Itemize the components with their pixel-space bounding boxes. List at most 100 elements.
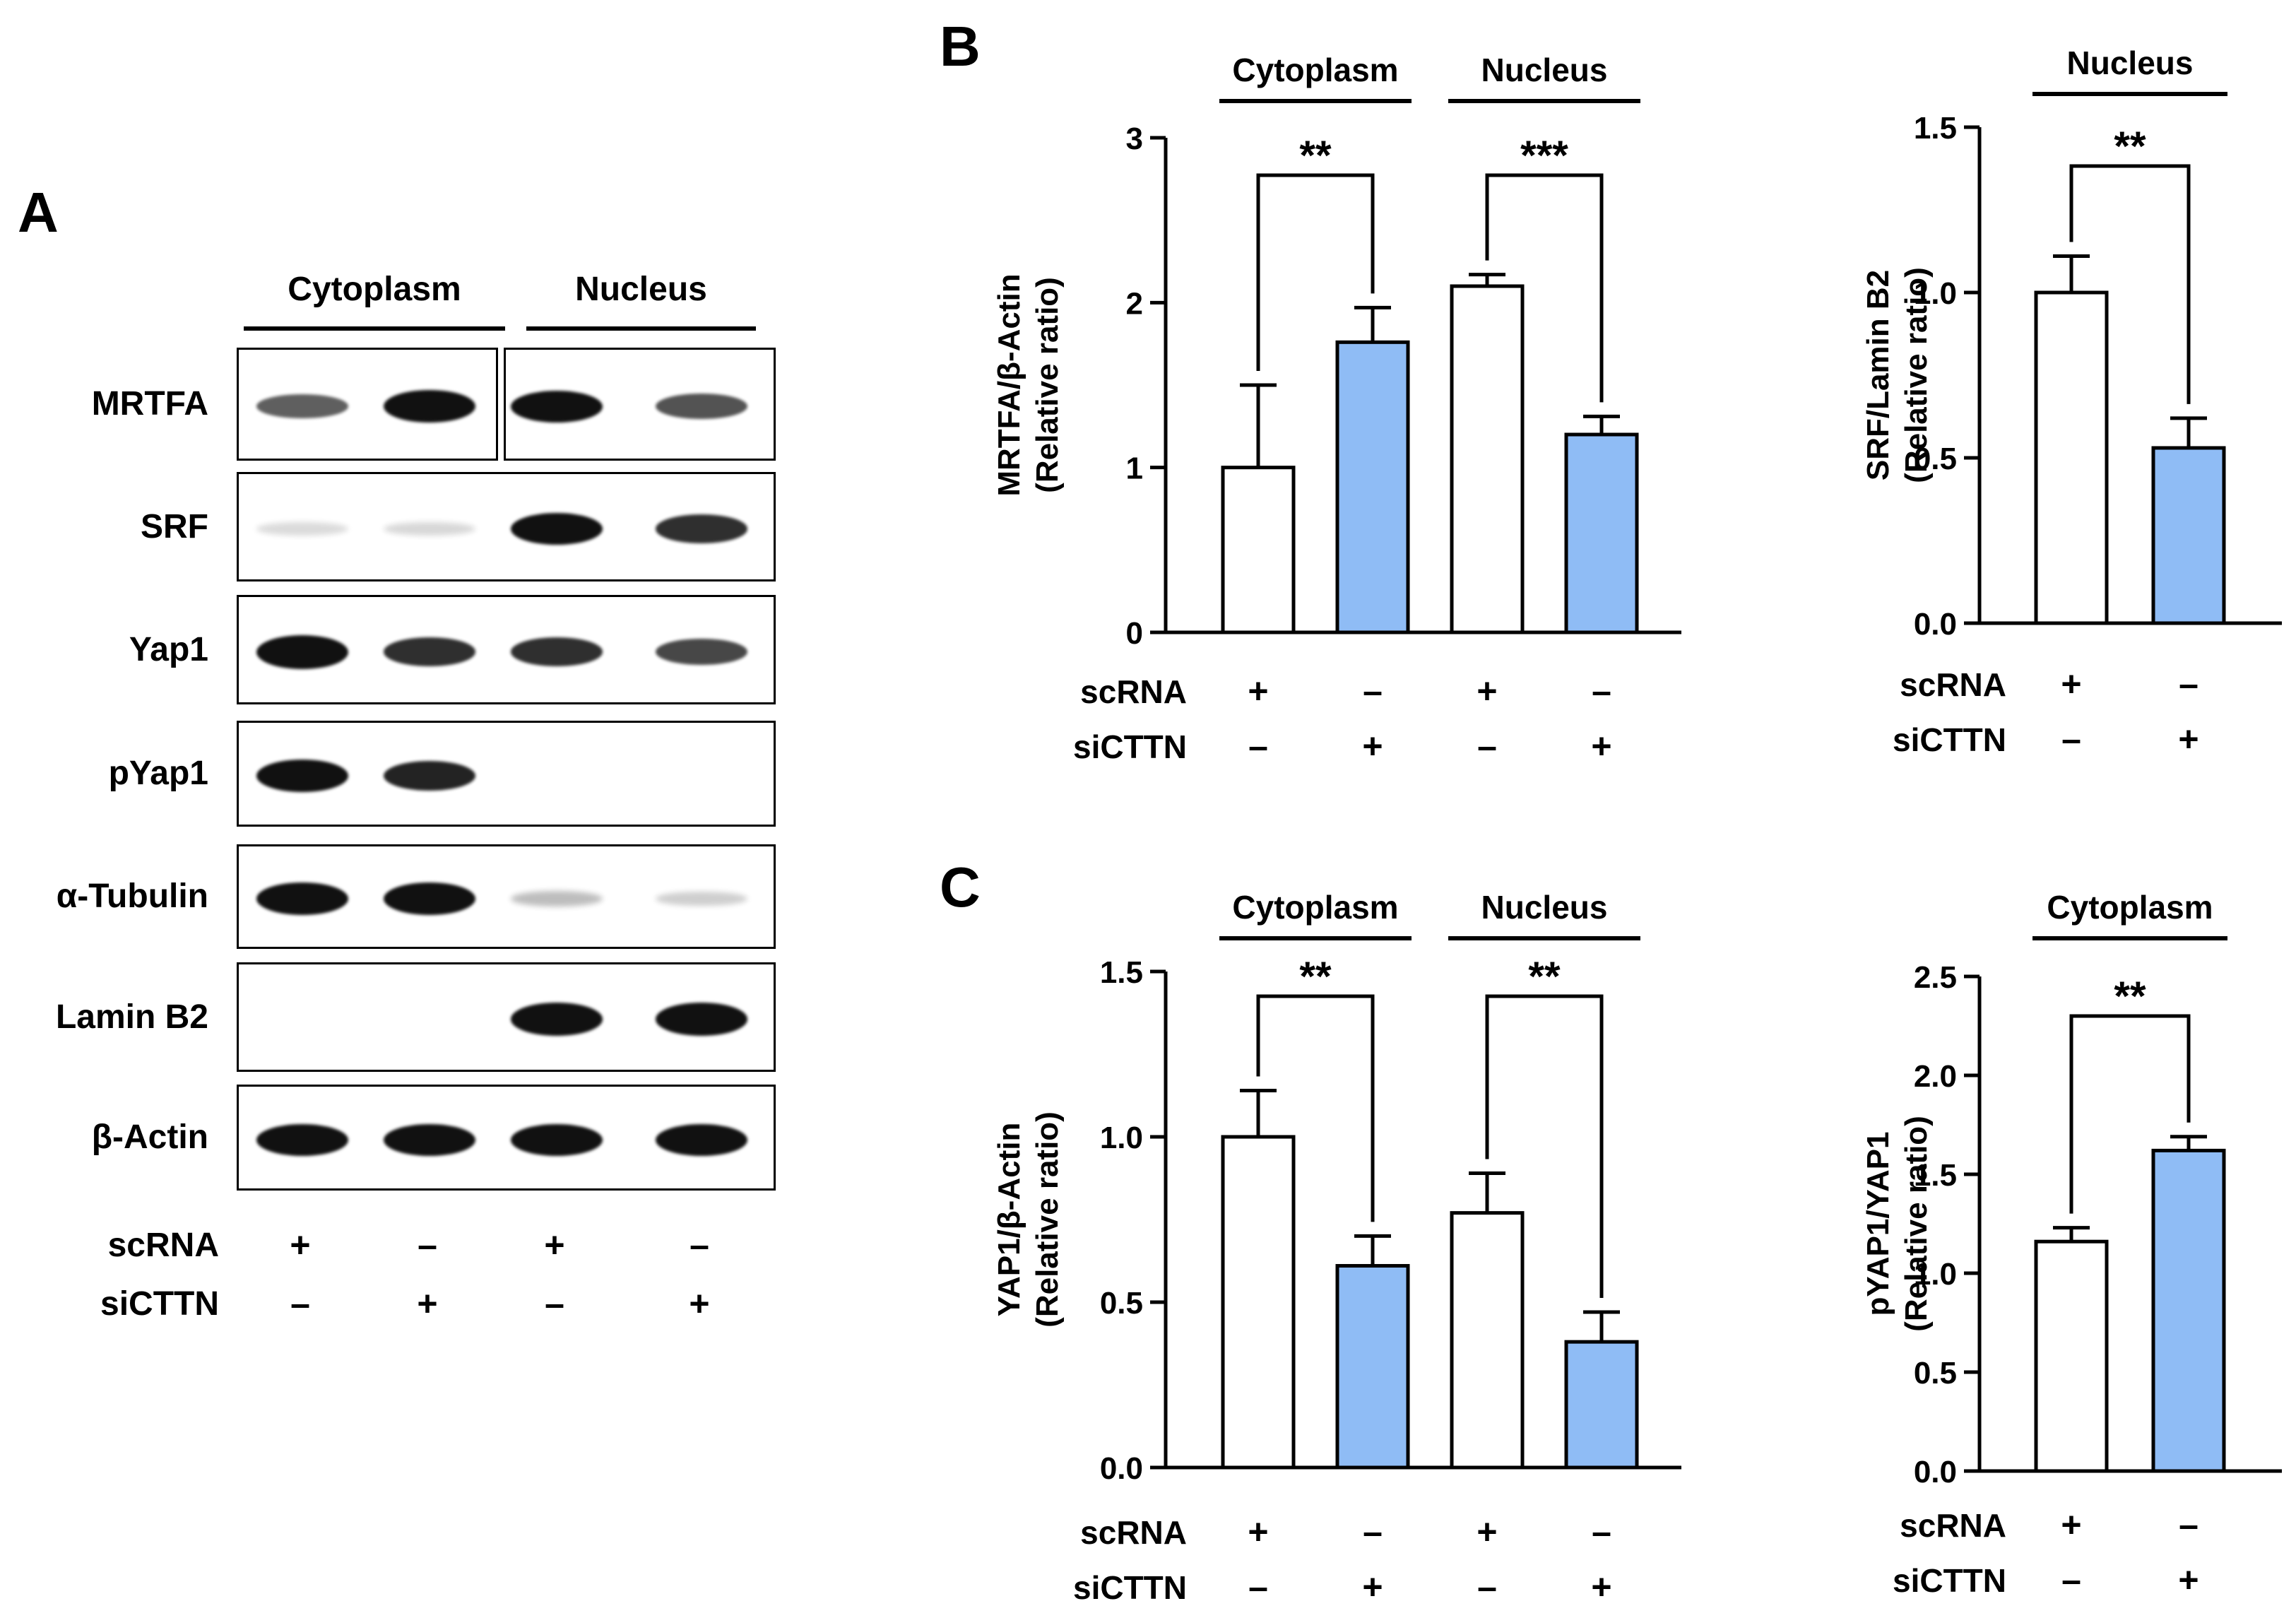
y-tick-label: 1.5 — [1914, 1158, 1957, 1193]
bar — [1564, 1340, 1639, 1470]
blot-membrane — [237, 595, 776, 704]
blot-group-label: Cytoplasm — [288, 271, 461, 308]
blot-band — [511, 890, 603, 907]
y-tick-label: 0.5 — [1100, 1286, 1143, 1321]
blot-row-label: SRF — [141, 507, 208, 545]
blot-condition-label: siCTTN — [100, 1285, 219, 1323]
blot-membrane — [237, 472, 776, 581]
condition-label: scRNA — [1080, 1514, 1187, 1551]
y-tick-label: 2.5 — [1914, 960, 1957, 995]
blot-condition-label: scRNA — [107, 1227, 219, 1264]
y-tick-label: 1.0 — [1914, 1257, 1957, 1292]
condition-sign: – — [2179, 664, 2199, 704]
blot-group-label: Nucleus — [575, 271, 707, 308]
blot-condition-sign: – — [418, 1225, 437, 1265]
blot-row-label: Yap1 — [129, 630, 208, 668]
panel-letter-b: B — [940, 15, 981, 78]
significance-bracket — [1256, 994, 1375, 1222]
blot-membrane — [237, 844, 776, 949]
blot-membrane — [237, 1085, 776, 1191]
blot-condition-sign: – — [690, 1225, 709, 1265]
blot-band — [656, 394, 747, 419]
blot-band — [384, 761, 475, 791]
chart-pyap1: 0.0 0.5 1.0 1.5 2.0 2.5 pYAP1/YAP1 (Relative ra… — [1861, 889, 2282, 1600]
blot-band — [511, 1003, 603, 1036]
condition-sign: – — [2179, 1505, 2199, 1545]
significance-label: *** — [1520, 133, 1568, 179]
blot-condition-sign: – — [545, 1284, 564, 1323]
bar — [1450, 284, 1525, 634]
bar — [1221, 466, 1296, 634]
blot-band — [384, 521, 475, 536]
condition-label: siCTTN — [1073, 1569, 1187, 1606]
blot-row-label: MRTFA — [91, 385, 208, 423]
condition-sign: – — [1592, 671, 1611, 711]
bar — [2034, 1239, 2109, 1473]
y-tick-label: 1.0 — [1914, 276, 1957, 311]
condition-sign: + — [2061, 1505, 2081, 1545]
y-tick-label: 1 — [1126, 451, 1143, 486]
y-tick-label: 1.0 — [1100, 1121, 1143, 1155]
blot-row-label: pYap1 — [108, 755, 208, 792]
group-label: Cytoplasm — [2047, 889, 2213, 926]
blot-band — [656, 891, 747, 907]
chart-srf: 0.0 0.5 1.0 1.5 SRF/Lamin B2 (Relative ratio)… — [1861, 45, 2282, 759]
blot-band — [656, 514, 747, 543]
condition-sign: – — [1363, 1512, 1383, 1552]
significance-label: ** — [1299, 133, 1332, 179]
blot-band — [511, 637, 603, 666]
blot-row-label: Lamin B2 — [55, 998, 208, 1036]
blot-membrane — [237, 721, 776, 827]
blot-condition-sign: + — [290, 1225, 311, 1265]
blot-membrane — [237, 962, 776, 1072]
blot-band — [384, 389, 475, 423]
blot-condition-sign: + — [689, 1284, 710, 1323]
condition-sign: + — [1248, 1512, 1268, 1552]
significance-label: ** — [2114, 974, 2146, 1020]
blot-band — [256, 759, 348, 793]
condition-label: scRNA — [1080, 673, 1187, 710]
y-axis-label: (Relative ratio) — [1899, 1116, 1934, 1332]
condition-label: scRNA — [1900, 1507, 2006, 1544]
blot-condition-sign: – — [290, 1284, 310, 1323]
y-tick-label: 3 — [1126, 122, 1143, 156]
blot-condition-sign: + — [544, 1225, 565, 1265]
blot-band — [656, 1123, 747, 1156]
y-tick-label: 1.5 — [1100, 955, 1143, 990]
blot-group-line — [244, 326, 505, 331]
condition-sign: – — [1248, 1567, 1268, 1607]
chart-yap1: 0.0 0.5 1.0 1.5 YAP1/β-Actin (Relative ratio)… — [992, 889, 1681, 1607]
bar — [1335, 340, 1410, 634]
blot-band — [384, 637, 475, 666]
condition-sign: – — [1248, 726, 1268, 766]
blot-band — [256, 634, 348, 669]
blot-membrane — [504, 348, 776, 461]
chart-mrtfa: 0 1 2 3 MRTFA/β-Actin (Relative ratio) ** Cytop… — [992, 52, 1681, 766]
blot-band — [384, 882, 475, 916]
condition-sign: – — [2061, 1560, 2081, 1600]
y-tick-label: 0.5 — [1914, 1356, 1957, 1390]
significance-bracket — [1485, 994, 1604, 1299]
condition-sign: + — [1477, 671, 1497, 711]
blot-band — [384, 1123, 475, 1156]
condition-sign: + — [1362, 1567, 1383, 1607]
blot-membrane — [237, 348, 498, 461]
group-label: Nucleus — [2067, 45, 2194, 81]
condition-sign: – — [1592, 1512, 1611, 1552]
significance-bracket — [2069, 1014, 2191, 1214]
condition-label: siCTTN — [1893, 721, 2006, 758]
y-axis-label: SRF/Lamin B2 — [1861, 270, 1895, 480]
significance-bracket — [2069, 164, 2191, 404]
bar — [2034, 290, 2109, 625]
condition-sign: + — [1362, 726, 1383, 766]
blot-condition-sign: + — [417, 1284, 438, 1323]
y-axis-label: (Relative ratio) — [1899, 267, 1934, 483]
bar — [2151, 1148, 2226, 1473]
blot-band — [256, 882, 348, 916]
panel-letter-a: A — [18, 181, 59, 244]
significance-label: ** — [1528, 954, 1561, 1000]
blot-band — [511, 1123, 603, 1156]
blot-band — [256, 1123, 348, 1156]
y-tick-label: 2.0 — [1914, 1059, 1957, 1094]
